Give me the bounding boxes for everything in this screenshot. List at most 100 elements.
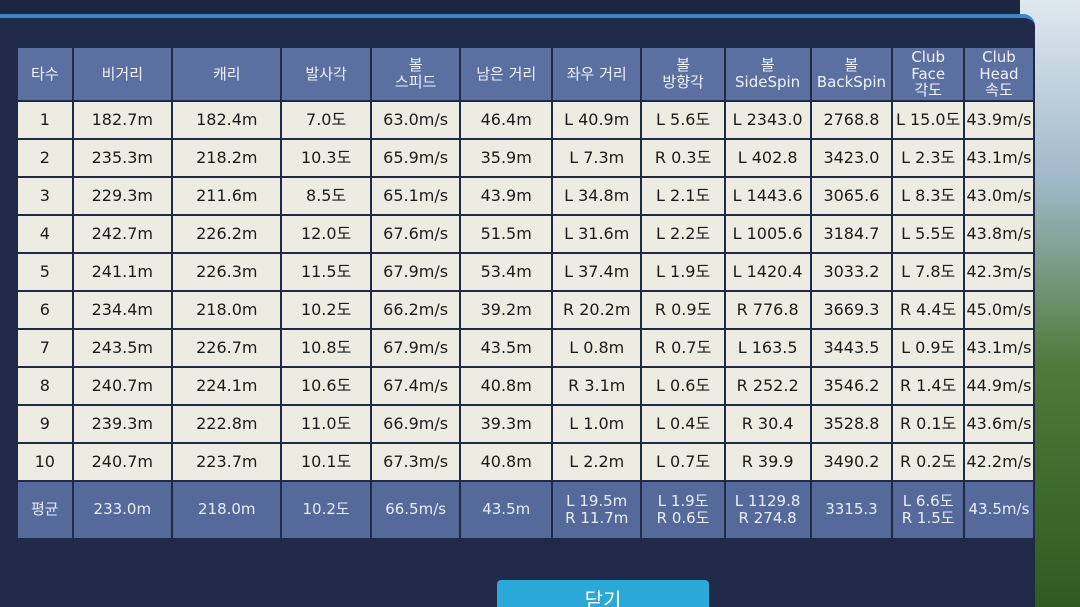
data-cell: 226.3m	[173, 253, 281, 290]
average-cell: 43.5m/s	[964, 481, 1033, 538]
data-cell: L 1.0m	[552, 405, 641, 442]
data-cell: 3033.2	[811, 253, 892, 290]
data-cell: R 0.3도	[642, 139, 724, 176]
data-cell: R 39.9	[725, 443, 810, 480]
data-cell: 45.0m/s	[964, 291, 1033, 328]
data-cell: 12.0도	[282, 215, 370, 252]
data-cell: 46.4m	[461, 101, 551, 138]
data-cell: 53.4m	[461, 253, 551, 290]
data-cell: L 1005.6	[725, 215, 810, 252]
data-cell: 10.1도	[282, 443, 370, 480]
data-cell: 43.1m/s	[964, 329, 1033, 366]
data-cell: L 0.4도	[642, 405, 724, 442]
data-cell: 9	[18, 405, 72, 442]
data-cell: L 163.5	[725, 329, 810, 366]
data-cell: 4	[18, 215, 72, 252]
data-cell: L 5.5도	[893, 215, 963, 252]
data-cell: 43.0m/s	[964, 177, 1033, 214]
data-cell: 43.9m	[461, 177, 551, 214]
average-cell: 43.5m	[461, 481, 551, 538]
data-row: 8 240.7m 224.1m 10.6도 67.4m/s 40.8m R 3.1m L 0.…	[18, 367, 1033, 404]
data-row: 5 241.1m 226.3m 11.5도 67.9m/s 53.4m L 37.4m L 1…	[18, 253, 1033, 290]
data-cell: L 5.6도	[642, 101, 724, 138]
header-cell: 비거리	[73, 48, 172, 100]
data-cell: 218.2m	[173, 139, 281, 176]
average-cell: 평균	[18, 481, 72, 538]
data-cell: L 37.4m	[552, 253, 641, 290]
data-cell: 35.9m	[461, 139, 551, 176]
data-cell: 229.3m	[73, 177, 172, 214]
data-cell: 218.0m	[173, 291, 281, 328]
data-cell: 182.7m	[73, 101, 172, 138]
header-cell: 볼 방향각	[642, 48, 724, 100]
data-cell: 39.3m	[461, 405, 551, 442]
header-cell: 볼 BackSpin	[811, 48, 892, 100]
data-cell: 67.9m/s	[371, 329, 460, 366]
data-cell: 43.6m/s	[964, 405, 1033, 442]
data-cell: L 2.2m	[552, 443, 641, 480]
data-cell: 7.0도	[282, 101, 370, 138]
data-cell: L 34.8m	[552, 177, 641, 214]
data-cell: 65.1m/s	[371, 177, 460, 214]
data-cell: 240.7m	[73, 367, 172, 404]
data-cell: 67.6m/s	[371, 215, 460, 252]
average-cell: 66.5m/s	[371, 481, 460, 538]
header-cell: Club Face 각도	[893, 48, 963, 100]
data-cell: 6	[18, 291, 72, 328]
data-cell: L 402.8	[725, 139, 810, 176]
data-cell: L 2.2도	[642, 215, 724, 252]
data-cell: 240.7m	[73, 443, 172, 480]
data-cell: L 8.3도	[893, 177, 963, 214]
header-cell: 타수	[18, 48, 72, 100]
data-cell: 10	[18, 443, 72, 480]
data-cell: R 0.2도	[893, 443, 963, 480]
data-cell: 67.9m/s	[371, 253, 460, 290]
data-cell: L 2.1도	[642, 177, 724, 214]
record-panel: 타수 비거리 캐리 발사각 볼 스피드 남은 거리 좌우 거리 볼 방향각 볼 SideSpin…	[0, 14, 1035, 607]
data-cell: 211.6m	[173, 177, 281, 214]
data-row: 3 229.3m 211.6m 8.5도 65.1m/s 43.9m L 34.8m L 2.…	[18, 177, 1033, 214]
average-cell: L 1129.8 R 274.8	[725, 481, 810, 538]
header-cell: 캐리	[173, 48, 281, 100]
data-cell: 3065.6	[811, 177, 892, 214]
data-cell: L 7.8도	[893, 253, 963, 290]
data-cell: 63.0m/s	[371, 101, 460, 138]
data-cell: 1	[18, 101, 72, 138]
data-cell: L 0.7도	[642, 443, 724, 480]
data-row: 7 243.5m 226.7m 10.8도 67.9m/s 43.5m L 0.8m R 0.…	[18, 329, 1033, 366]
data-cell: R 1.4도	[893, 367, 963, 404]
data-cell: R 30.4	[725, 405, 810, 442]
data-cell: L 31.6m	[552, 215, 641, 252]
data-cell: 2	[18, 139, 72, 176]
data-cell: 234.4m	[73, 291, 172, 328]
header-cell: 남은 거리	[461, 48, 551, 100]
data-cell: L 1420.4	[725, 253, 810, 290]
data-cell: 39.2m	[461, 291, 551, 328]
close-button[interactable]: 닫기	[497, 580, 709, 607]
header-row: 타수 비거리 캐리 발사각 볼 스피드 남은 거리 좌우 거리 볼 방향각 볼 SideSpin…	[18, 48, 1033, 100]
header-cell: Club Head 속도	[964, 48, 1033, 100]
data-cell: R 20.2m	[552, 291, 641, 328]
data-cell: 67.4m/s	[371, 367, 460, 404]
data-cell: L 40.9m	[552, 101, 641, 138]
data-row: 10 240.7m 223.7m 10.1도 67.3m/s 40.8m L 2.2m L 0…	[18, 443, 1033, 480]
data-cell: 11.0도	[282, 405, 370, 442]
data-cell: 44.9m/s	[964, 367, 1033, 404]
data-cell: 66.2m/s	[371, 291, 460, 328]
data-cell: 226.2m	[173, 215, 281, 252]
data-cell: 43.5m	[461, 329, 551, 366]
data-cell: L 15.0도	[893, 101, 963, 138]
data-cell: 3443.5	[811, 329, 892, 366]
data-cell: 3184.7	[811, 215, 892, 252]
data-cell: 235.3m	[73, 139, 172, 176]
data-cell: R 4.4도	[893, 291, 963, 328]
data-cell: 43.9m/s	[964, 101, 1033, 138]
data-cell: 224.1m	[173, 367, 281, 404]
data-cell: 43.8m/s	[964, 215, 1033, 252]
data-cell: 51.5m	[461, 215, 551, 252]
data-cell: 182.4m	[173, 101, 281, 138]
header-cell: 볼 스피드	[371, 48, 460, 100]
data-cell: 43.1m/s	[964, 139, 1033, 176]
data-cell: 242.7m	[73, 215, 172, 252]
